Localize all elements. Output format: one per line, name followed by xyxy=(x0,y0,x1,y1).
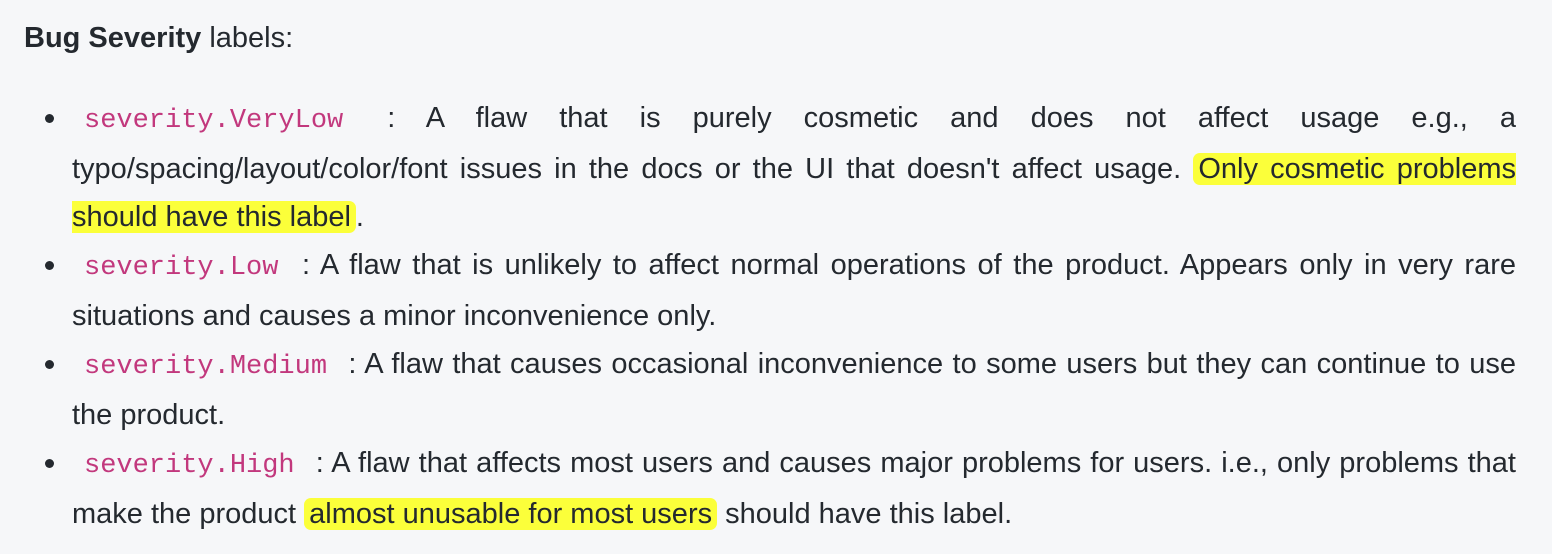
item-trailing-text: should have this label. xyxy=(717,498,1013,530)
label-code: severity.Medium xyxy=(84,352,328,382)
highlighted-text: almost unusable for most users xyxy=(304,498,718,530)
heading-bold: Bug Severity xyxy=(24,22,202,54)
severity-list: severity.VeryLow : A flaw that is purely… xyxy=(45,94,1516,538)
label-code: severity.High xyxy=(84,451,295,481)
list-item-verylow: severity.VeryLow : A flaw that is purely… xyxy=(45,94,1516,241)
item-description: : A flaw that is unlikely to affect norm… xyxy=(72,249,1516,332)
label-code: severity.VeryLow xyxy=(84,106,344,136)
list-item-low: severity.Low : A flaw that is unlikely t… xyxy=(45,241,1516,340)
heading-suffix: labels: xyxy=(201,22,294,54)
item-trailing-text: . xyxy=(355,201,364,233)
item-description: : A flaw that causes occasional inconven… xyxy=(72,348,1516,431)
list-item-high: severity.High : A flaw that affects most… xyxy=(45,439,1516,538)
list-item-medium: severity.Medium : A flaw that causes occ… xyxy=(45,340,1516,439)
item-description: : A flaw that affects most users and cau… xyxy=(72,447,1516,530)
label-code: severity.Low xyxy=(84,253,279,283)
section-heading: Bug Severity labels: xyxy=(24,14,293,62)
item-description: : A flaw that is purely cosmetic and doe… xyxy=(72,102,1516,185)
